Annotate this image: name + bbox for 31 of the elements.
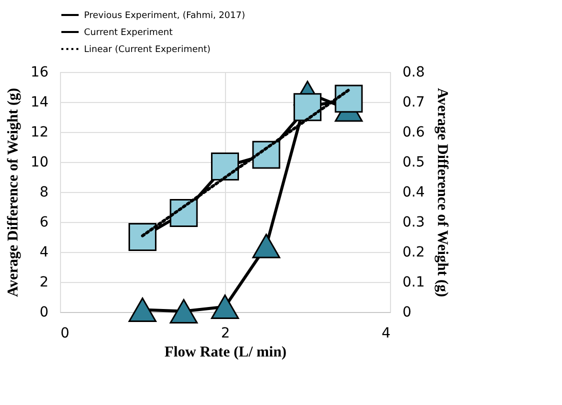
x-tick-label: 4 [382, 326, 391, 342]
y2-axis-title: Average Difference of Weight (g) [434, 88, 450, 298]
y2-tick-label: 0.8 [402, 64, 425, 80]
y-tick-label: 6 [40, 214, 49, 230]
y2-tick-label: 0 [402, 304, 412, 320]
point [252, 234, 280, 258]
y2-tick-label: 0.6 [402, 124, 425, 140]
x-tick-label: 2 [221, 326, 230, 342]
y2-tick-label: 0.3 [402, 214, 425, 230]
y2-tick-label: 0.4 [402, 184, 425, 200]
y-tick-label: 12 [30, 124, 48, 140]
point [128, 298, 156, 322]
legend-label: Linear (Current Experiment) [84, 45, 211, 55]
y-tick-label: 16 [30, 64, 49, 80]
y-tick-label: 8 [40, 184, 48, 200]
y2-tick-label: 0.7 [402, 94, 425, 110]
point [170, 299, 198, 324]
y-axis-title: Average Difference of Weight (g) [6, 88, 22, 298]
y-tick-label: 4 [40, 244, 49, 260]
y-tick-label: 2 [40, 274, 48, 290]
y2-tick-label: 0.1 [402, 274, 425, 290]
y-tick-label: 0 [40, 304, 48, 320]
y2-tick-label: 0.5 [402, 154, 425, 170]
point [211, 294, 239, 319]
y-tick-label: 14 [30, 94, 49, 110]
legend-label: Current Experiment [84, 28, 174, 38]
x-tick-label: 0 [60, 326, 70, 342]
y-tick-label: 10 [30, 154, 48, 170]
y2-tick-label: 0.2 [402, 244, 425, 260]
legend-label: Previous Experiment, (Fahmi, 2017) [84, 11, 246, 21]
x-axis-title: Flow Rate (L/ min) [164, 344, 287, 360]
